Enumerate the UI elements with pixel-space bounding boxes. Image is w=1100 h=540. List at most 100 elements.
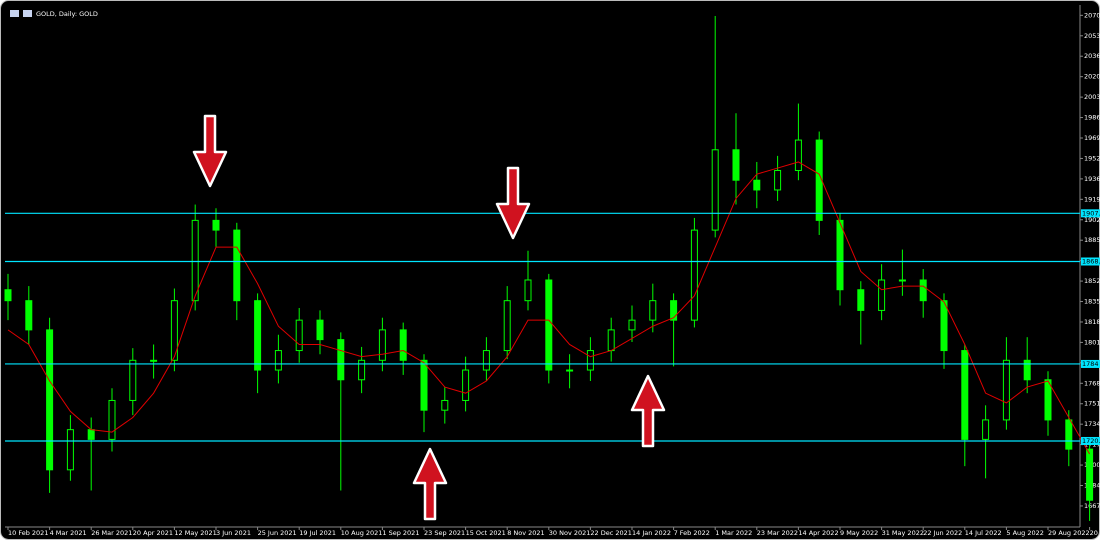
x-tick-label: 20 Sep 2022 (1090, 529, 1100, 537)
x-tick-label: 31 May 2022 (882, 529, 924, 537)
x-tick-label: 10 Feb 2021 (8, 529, 48, 537)
y-tick-label: 1986.5 (1084, 114, 1100, 122)
symbol-icon (10, 10, 19, 17)
arrows (192, 114, 666, 521)
x-tick-label: 1 Sep 2021 (382, 529, 419, 537)
candle-body (170, 300, 178, 361)
candle-body (898, 279, 906, 282)
x-tick-label: 20 Apr 2021 (133, 529, 173, 537)
y-tick-label: 1885.7 (1084, 236, 1100, 244)
x-tick-label: 25 Jun 2021 (258, 529, 297, 537)
candle-body (233, 229, 241, 302)
x-tick-label: 4 Mar 2021 (50, 529, 87, 537)
x-tick-label: 19 Jul 2021 (299, 529, 336, 537)
candle-body (358, 359, 366, 381)
candle-body (836, 219, 844, 291)
y-tick-label: 2070.5 (1084, 11, 1100, 19)
level-tag (1081, 257, 1100, 266)
level-tag (1081, 359, 1100, 368)
candle-body (316, 319, 324, 341)
x-tick-label: 8 Nov 2021 (507, 529, 545, 537)
candle-body (129, 359, 137, 401)
x-tick-label: 26 Mar 2021 (91, 529, 132, 537)
y-tick-label: 2053.7 (1084, 32, 1100, 40)
y-tick-label: 1818.5 (1084, 318, 1100, 326)
candle-body (878, 279, 886, 311)
candle-body (753, 179, 761, 191)
candle-body (1023, 359, 1031, 381)
y-tick-label: 1768.1 (1084, 379, 1100, 387)
candle-body (462, 369, 470, 401)
level-tag-label: 1784 (1082, 360, 1099, 368)
candle-body (66, 429, 74, 471)
level-tag-label: 1720.7 (1082, 437, 1100, 445)
candle-body (295, 319, 303, 352)
x-tick-label: 9 May 2022 (840, 529, 878, 537)
candle-body (690, 229, 698, 321)
candle-body (25, 300, 33, 331)
candle-body (857, 289, 865, 311)
candle-body (670, 300, 678, 321)
candle-body (607, 329, 615, 352)
candle-body (87, 429, 95, 440)
y-tick-label: 1952.9 (1084, 154, 1100, 162)
candle-body (545, 279, 553, 371)
candle-body (1044, 379, 1052, 421)
candle-body (794, 139, 802, 171)
candle-body (441, 399, 449, 411)
x-tick-label: 10 Aug 2021 (341, 529, 383, 537)
level-tag (1081, 209, 1100, 218)
candle-body (524, 279, 532, 302)
candle-body (566, 369, 574, 372)
x-tick-label: 30 Nov 2021 (549, 529, 591, 537)
candle-body (503, 300, 511, 352)
candle-body (940, 300, 948, 352)
x-tick-label: 5 Aug 2022 (1006, 529, 1044, 537)
y-tick-label: 1969.7 (1084, 134, 1100, 142)
candle-body (961, 350, 969, 440)
candle-body (774, 169, 782, 191)
x-tick-label: 14 Apr 2022 (798, 529, 838, 537)
x-tick-label: 22 Dec 2021 (590, 529, 632, 537)
x-tick-label: 22 Jun 2022 (923, 529, 962, 537)
candle-body (337, 339, 345, 381)
candle-body (732, 149, 740, 181)
candle-body (586, 350, 594, 371)
x-tick-label: 12 May 2021 (174, 529, 216, 537)
y-tick-label: 1667.3 (1084, 502, 1100, 510)
moving-average (7, 161, 1091, 455)
level-tag-label: 1907.8 (1082, 209, 1100, 217)
y-tick-label: 1734.5 (1084, 420, 1100, 428)
x-tick-label: 1 Mar 2022 (715, 529, 752, 537)
x-tick-label: 7 Feb 2022 (674, 529, 710, 537)
candle-body (1086, 448, 1094, 501)
down-arrow (192, 114, 228, 188)
y-tick-label: 1835.3 (1084, 298, 1100, 306)
candle-body (254, 300, 262, 371)
x-tick-label: 23 Sep 2021 (424, 529, 465, 537)
up-arrow (630, 374, 666, 448)
y-tick-label: 1801.7 (1084, 338, 1100, 346)
chart-title: GOLD, Daily: GOLD (36, 10, 98, 18)
y-tick-label: 2020.1 (1084, 73, 1100, 81)
symbol-icon (23, 10, 32, 17)
y-tick-label: 2003.3 (1084, 93, 1100, 101)
candle-body (150, 359, 158, 362)
down-arrow (495, 166, 531, 240)
candle-body (919, 279, 927, 302)
candle-body (274, 350, 282, 371)
x-tick-label: 15 Oct 2021 (466, 529, 506, 537)
y-tick-label: 1902.5 (1084, 216, 1100, 224)
candle-body (982, 419, 990, 440)
y-tick-label: 2036.9 (1084, 52, 1100, 60)
candle-body (212, 219, 220, 231)
candle-body (711, 149, 719, 231)
level-tag (1081, 436, 1100, 445)
candle-body (108, 399, 116, 440)
candle-body (4, 289, 12, 302)
candle-body (191, 219, 199, 302)
level-tag-label: 1868.2 (1082, 257, 1100, 265)
